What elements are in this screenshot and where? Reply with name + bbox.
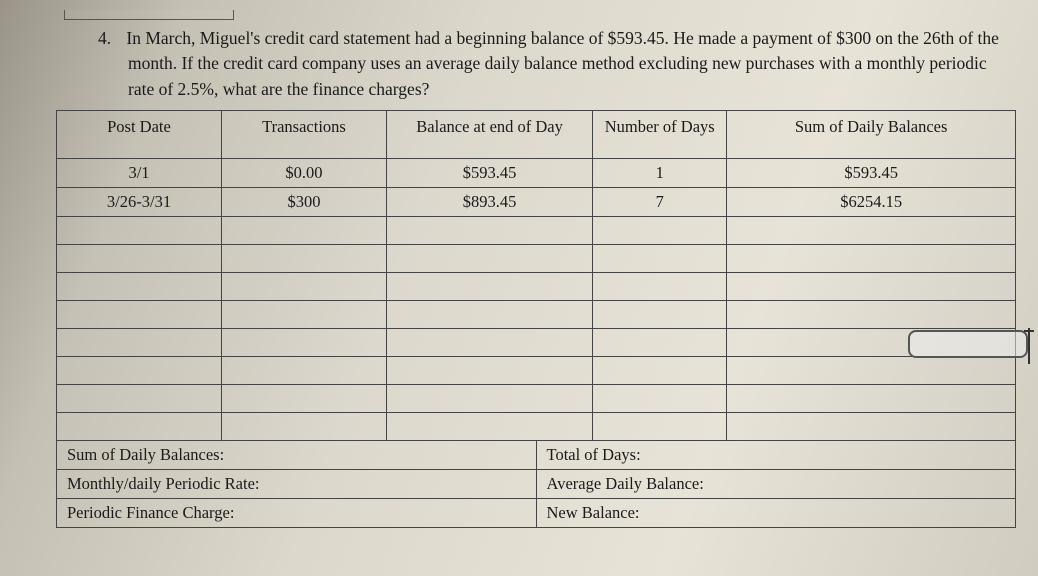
partial-box-fragment: [64, 10, 234, 20]
question-number: 4.: [98, 26, 122, 51]
table-row: [57, 245, 1016, 273]
cell-days: [593, 329, 727, 357]
cell-transactions: [221, 217, 386, 245]
table-row: [57, 217, 1016, 245]
sum-of-daily-balances-label: Sum of Daily Balances:: [57, 441, 537, 470]
table-row: [57, 329, 1016, 357]
average-daily-balance-label: Average Daily Balance:: [536, 470, 1015, 499]
cell-days: [593, 217, 727, 245]
cell-sum: [727, 385, 1016, 413]
cell-days: [593, 245, 727, 273]
cell-sum: [727, 413, 1016, 441]
col-balance: Balance at end of Day: [386, 111, 592, 159]
col-days: Number of Days: [593, 111, 727, 159]
cell-days: [593, 413, 727, 441]
cell-sum: [727, 357, 1016, 385]
cell-post_date: 3/1: [57, 159, 222, 188]
cell-balance: [386, 245, 592, 273]
cell-post_date: [57, 329, 222, 357]
table-row: 3/1$0.00$593.451$593.45: [57, 159, 1016, 188]
cell-post_date: [57, 301, 222, 329]
cell-sum: [727, 301, 1016, 329]
summary-row: Sum of Daily Balances: Total of Days:: [57, 441, 1016, 470]
cell-balance: [386, 301, 592, 329]
col-post-date: Post Date: [57, 111, 222, 159]
cell-balance: [386, 385, 592, 413]
cell-transactions: $300: [221, 188, 386, 217]
cell-post_date: [57, 245, 222, 273]
worksheet-page: 4. In March, Miguel's credit card statem…: [0, 0, 1038, 528]
summary-row: Monthly/daily Periodic Rate: Average Dai…: [57, 470, 1016, 499]
cell-balance: [386, 273, 592, 301]
cell-post_date: 3/26-3/31: [57, 188, 222, 217]
total-of-days-label: Total of Days:: [536, 441, 1015, 470]
table-row: [57, 413, 1016, 441]
cell-days: 1: [593, 159, 727, 188]
question-4: 4. In March, Miguel's credit card statem…: [128, 26, 1000, 102]
cell-post_date: [57, 357, 222, 385]
cell-transactions: [221, 301, 386, 329]
text-cursor-overlay: [908, 330, 1028, 358]
col-transactions: Transactions: [221, 111, 386, 159]
new-balance-label: New Balance:: [536, 499, 1015, 528]
periodic-rate-label: Monthly/daily Periodic Rate:: [57, 470, 537, 499]
cell-days: [593, 357, 727, 385]
cell-transactions: [221, 357, 386, 385]
table-row: [57, 385, 1016, 413]
cell-sum: [727, 245, 1016, 273]
cell-balance: [386, 329, 592, 357]
question-text: In March, Miguel's credit card statement…: [126, 28, 999, 99]
cell-transactions: [221, 245, 386, 273]
cell-sum: $593.45: [727, 159, 1016, 188]
table-row: 3/26-3/31$300$893.457$6254.15: [57, 188, 1016, 217]
cell-sum: $6254.15: [727, 188, 1016, 217]
table-row: [57, 273, 1016, 301]
cell-balance: $893.45: [386, 188, 592, 217]
cell-transactions: [221, 413, 386, 441]
cell-balance: [386, 413, 592, 441]
cell-sum: [727, 273, 1016, 301]
balance-table: Post Date Transactions Balance at end of…: [56, 110, 1016, 441]
cell-post_date: [57, 413, 222, 441]
finance-charge-label: Periodic Finance Charge:: [57, 499, 537, 528]
cell-balance: [386, 357, 592, 385]
cell-days: [593, 385, 727, 413]
cell-sum: [727, 217, 1016, 245]
cell-post_date: [57, 385, 222, 413]
cell-transactions: $0.00: [221, 159, 386, 188]
table-row: [57, 357, 1016, 385]
summary-table: Sum of Daily Balances: Total of Days: Mo…: [56, 440, 1016, 528]
table-header-row: Post Date Transactions Balance at end of…: [57, 111, 1016, 159]
cell-post_date: [57, 273, 222, 301]
cell-post_date: [57, 217, 222, 245]
cell-days: [593, 301, 727, 329]
cell-balance: $593.45: [386, 159, 592, 188]
table-body: 3/1$0.00$593.451$593.453/26-3/31$300$893…: [57, 159, 1016, 441]
summary-row: Periodic Finance Charge: New Balance:: [57, 499, 1016, 528]
cell-transactions: [221, 273, 386, 301]
cell-balance: [386, 217, 592, 245]
table-row: [57, 301, 1016, 329]
cell-transactions: [221, 385, 386, 413]
cell-days: 7: [593, 188, 727, 217]
col-sum: Sum of Daily Balances: [727, 111, 1016, 159]
cell-transactions: [221, 329, 386, 357]
cell-days: [593, 273, 727, 301]
